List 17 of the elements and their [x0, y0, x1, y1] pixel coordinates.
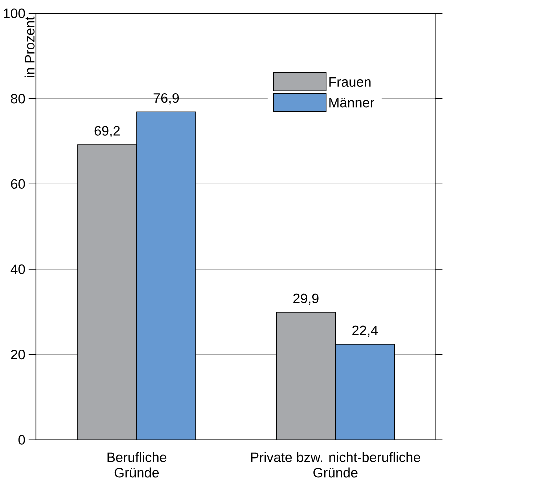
y-tick-label: 80: [11, 94, 26, 104]
data-label: 69,2: [94, 126, 120, 138]
bar: [136, 112, 196, 440]
bar: [335, 344, 396, 440]
data-label: 22,4: [352, 326, 378, 338]
y-tick-label: 40: [10, 264, 26, 274]
legend-label: Frauen: [330, 77, 371, 87]
data-label: 76,9: [154, 93, 180, 105]
x-tick-label: Berufliche Gründe: [108, 452, 167, 478]
y-tick-label: 60: [11, 179, 26, 189]
y-tick-label: 20: [11, 350, 26, 360]
data-label: 29,9: [294, 294, 319, 306]
y-tick-label: 0: [18, 435, 26, 445]
y-axis-title: in Prozent: [24, 16, 35, 78]
y-tick-label: 100: [4, 8, 26, 18]
legend-label: Männer: [330, 98, 374, 108]
x-tick-label: Private bzw. nicht-berufliche Gründe: [251, 452, 420, 478]
